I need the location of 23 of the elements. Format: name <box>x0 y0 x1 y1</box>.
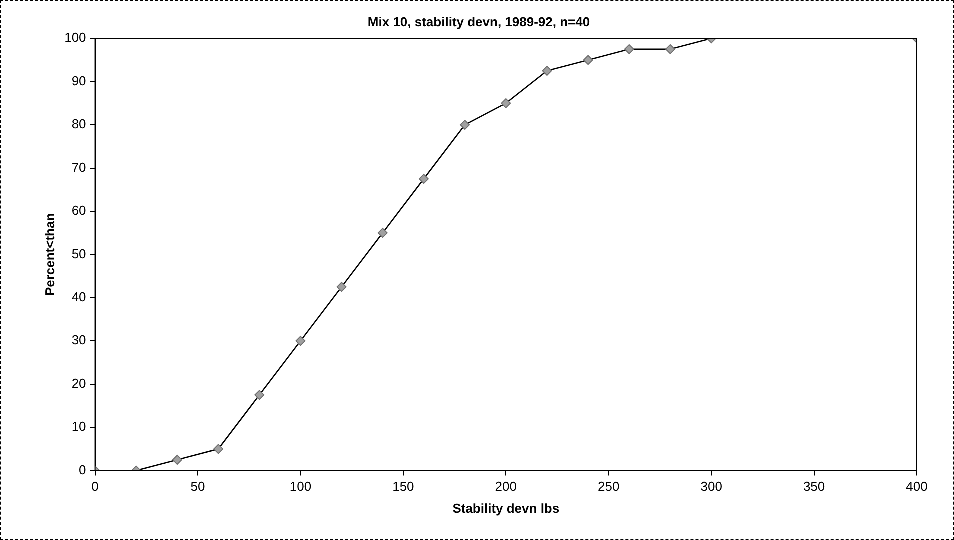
chart-title: Mix 10, stability devn, 1989-92, n=40 <box>368 14 590 30</box>
y-tick-label: 70 <box>72 160 86 175</box>
y-tick-label: 60 <box>72 203 86 218</box>
y-tick-label: 20 <box>72 376 86 391</box>
y-tick-label: 30 <box>72 332 86 348</box>
x-axis-title: Stability devn lbs <box>452 500 560 516</box>
x-tick-label: 200 <box>495 479 517 494</box>
x-tick-label: 100 <box>290 479 312 494</box>
y-tick-label: 40 <box>72 290 86 304</box>
y-tick-label: 80 <box>72 116 86 132</box>
y-tick-label: 50 <box>72 246 86 262</box>
x-tick-label: 150 <box>392 479 414 494</box>
x-tick-label: 400 <box>906 479 928 494</box>
y-tick-label: 100 <box>64 30 86 46</box>
y-axis-title: Percent<than <box>42 213 58 296</box>
x-tick-label: 250 <box>598 479 620 494</box>
y-tick-label: 0 <box>79 462 86 478</box>
y-tick-label: 90 <box>72 73 86 88</box>
x-tick-label: 0 <box>92 479 99 494</box>
y-tick-label: 10 <box>72 419 86 434</box>
x-tick-label: 300 <box>700 479 722 494</box>
x-tick-label: 350 <box>803 479 826 494</box>
x-tick-label: 50 <box>190 479 206 494</box>
